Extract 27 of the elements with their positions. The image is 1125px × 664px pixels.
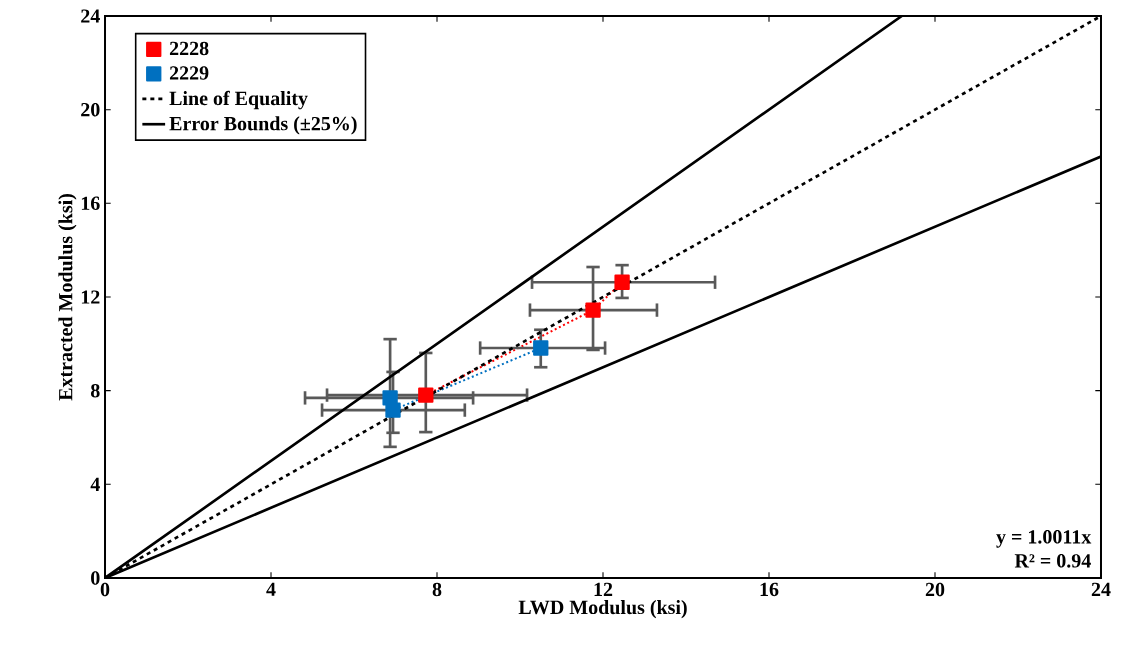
point (585, 302, 601, 318)
y-tick-label: 20 (81, 102, 100, 117)
legend-label: Error Bounds (±25%) (169, 116, 357, 135)
x-tick-label: 16 (760, 582, 779, 597)
x-axis-title: LWD Modulus (ksi) (518, 600, 687, 619)
y-tick-label: 24 (81, 9, 100, 23)
y-tick-label: 16 (81, 196, 100, 211)
x-tick-label: 20 (925, 582, 945, 597)
point (418, 387, 434, 403)
legend-label: Line of Equality (169, 90, 308, 110)
legend-label: 2229 (169, 66, 209, 80)
point (614, 274, 630, 290)
y-tick-label: 4 (90, 477, 100, 491)
point (385, 402, 401, 418)
x-tick-label: 24 (1091, 582, 1111, 596)
point (533, 340, 549, 356)
legend-label: 2228 (169, 41, 209, 56)
x-tick-label: 4 (266, 582, 276, 596)
y-tick-label: 8 (90, 383, 100, 398)
x-tick-label: 0 (100, 582, 110, 597)
x-tick-label: 8 (432, 582, 442, 597)
y-axis-title: Extracted Modulus (ksi) (58, 194, 77, 401)
annotation: y = 1.0011x (996, 530, 1092, 548)
x-tick-label: 12 (594, 582, 613, 596)
annotation: R² = 0.94 (1014, 554, 1091, 568)
y-tick-label: 0 (91, 571, 100, 585)
y-tick-label: 12 (81, 290, 100, 304)
